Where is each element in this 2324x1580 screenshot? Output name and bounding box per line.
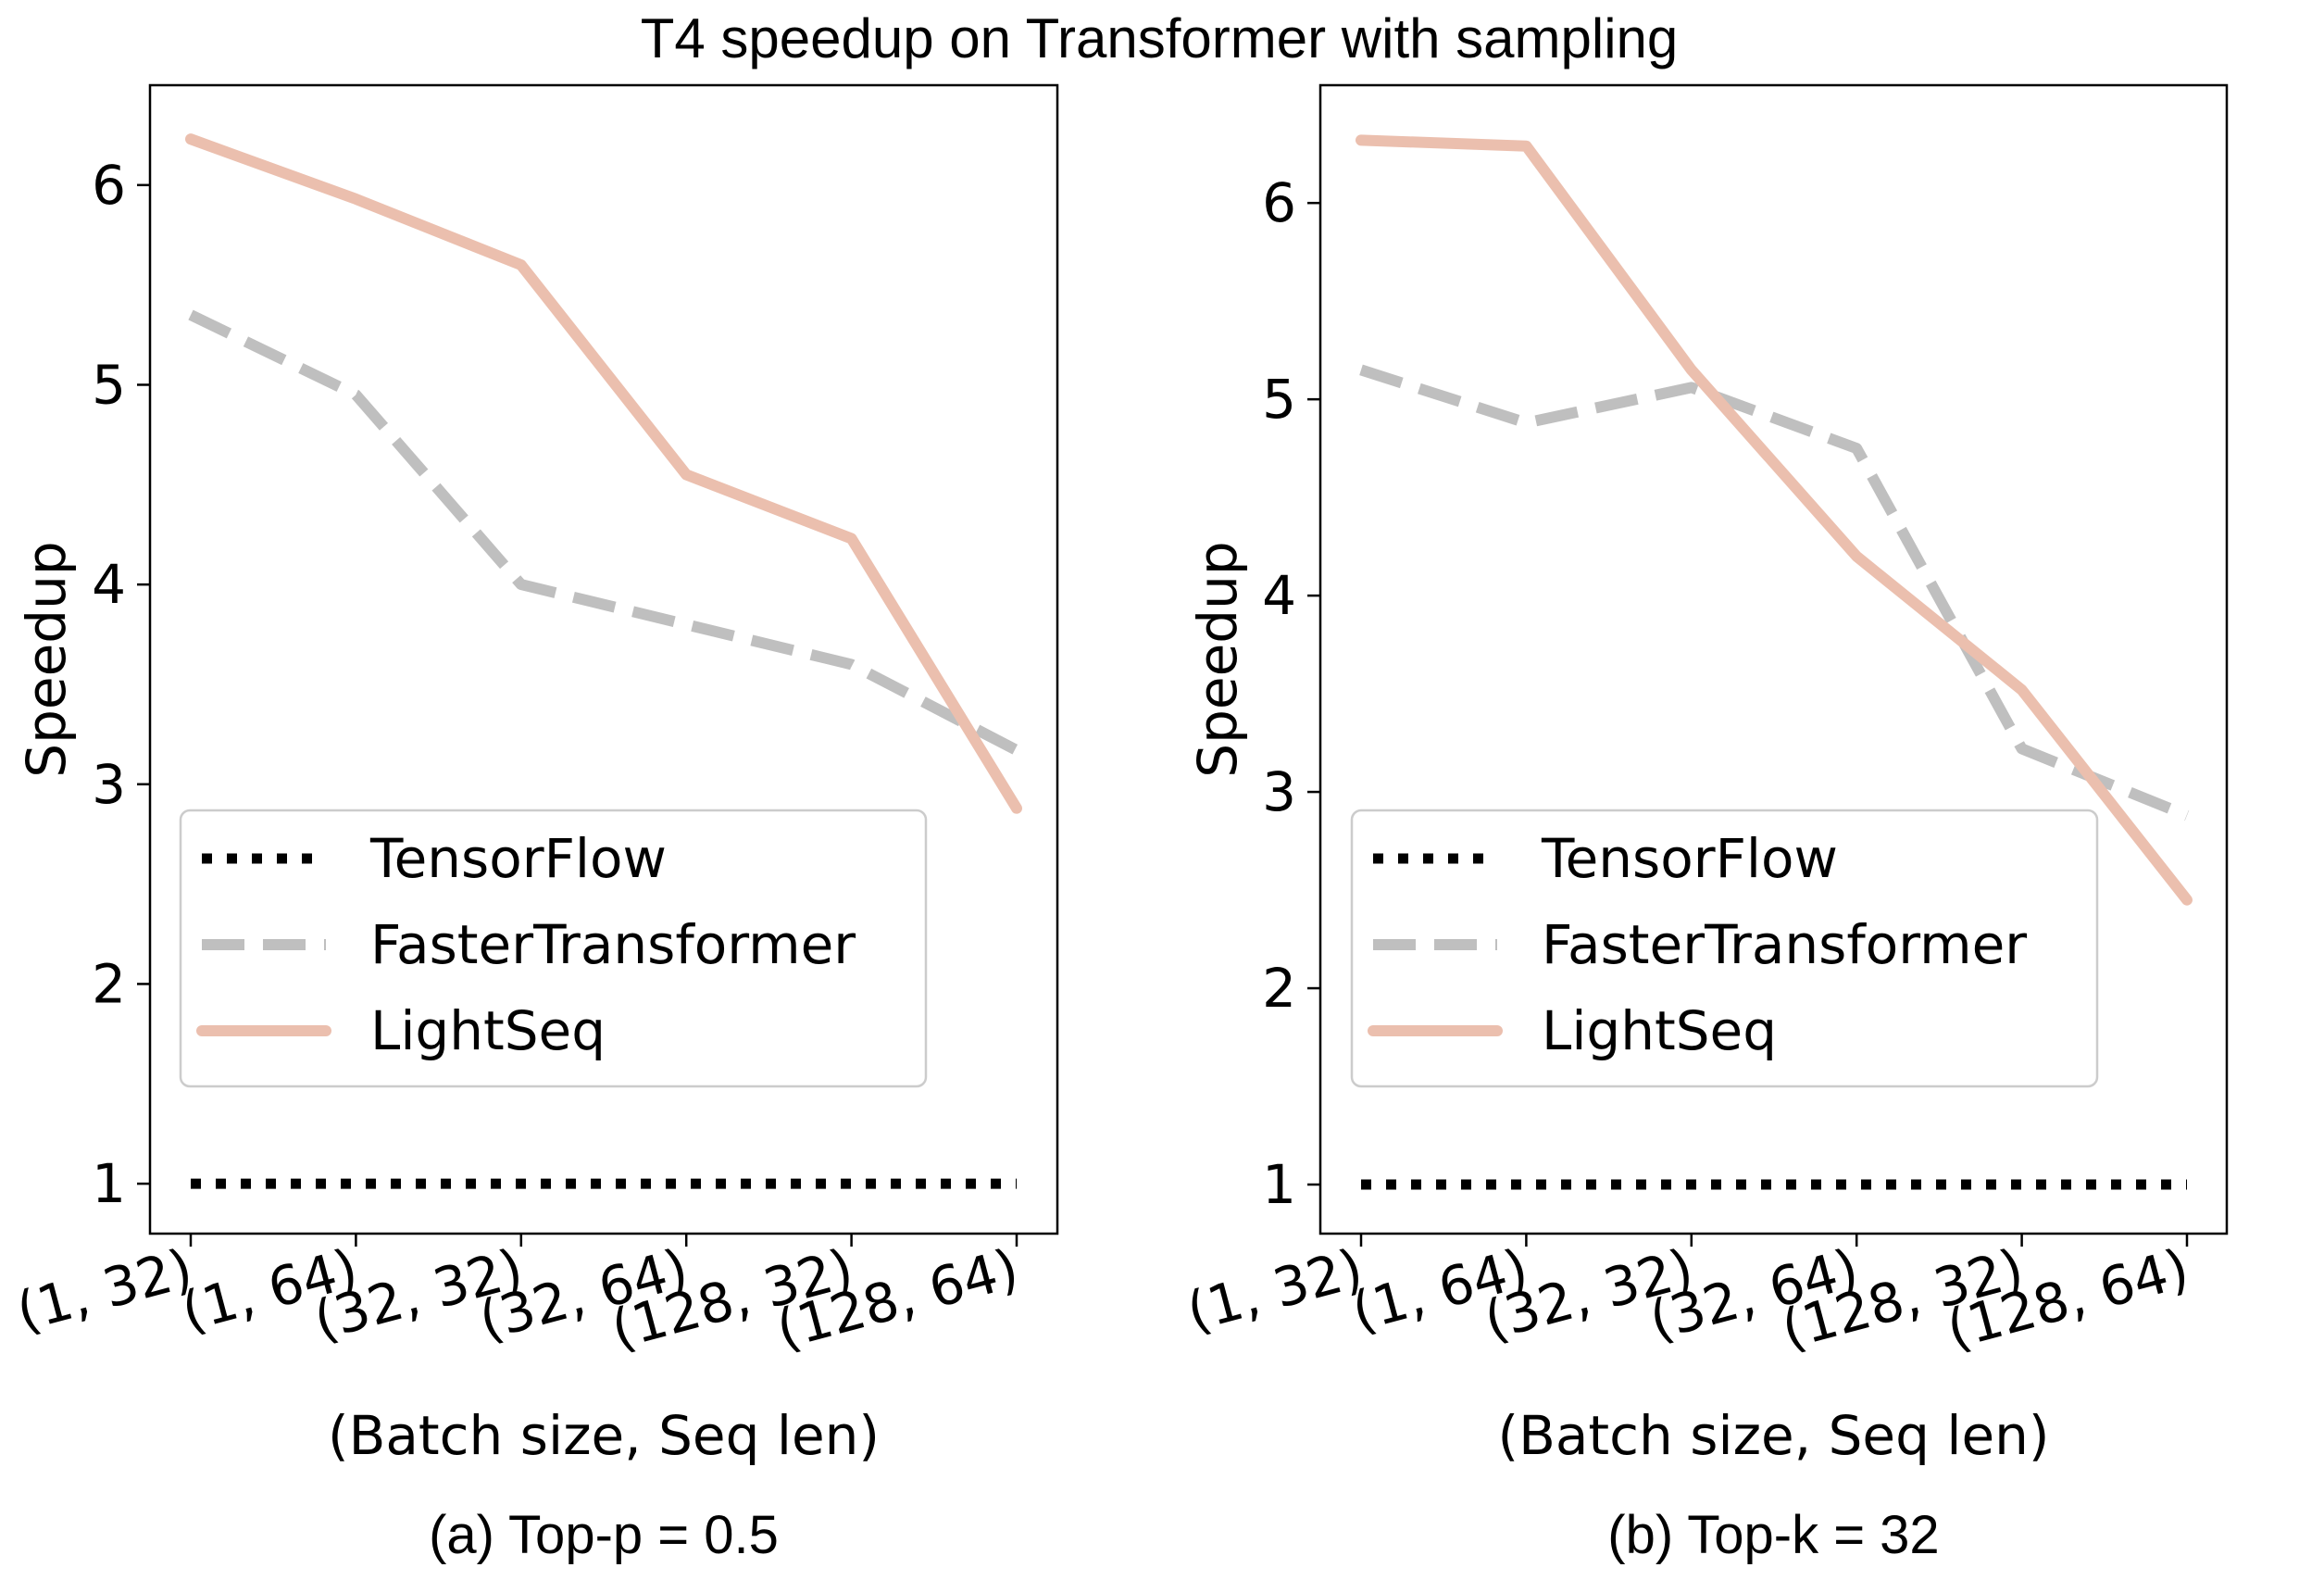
- legend-label-lightseq: LightSeq: [370, 999, 606, 1062]
- series-line-fastertransformer: [188, 309, 1019, 756]
- y-tick-label: 1: [1262, 1153, 1296, 1216]
- y-tick-label: 6: [1262, 171, 1296, 234]
- y-tick-label: 2: [92, 952, 126, 1015]
- y-tick-label: 4: [1262, 564, 1296, 627]
- legend-label-lightseq: LightSeq: [1542, 999, 1777, 1062]
- y-tick-label: 3: [1262, 760, 1296, 823]
- plot-frame: [148, 83, 1059, 1235]
- x-axis-label: (Batch size, Seq len): [1497, 1404, 2049, 1467]
- legend-label-fastertransformer: FasterTransformer: [370, 913, 856, 976]
- figure-title: T4 speedup on Transformer with sampling: [641, 7, 1679, 69]
- y-axis-label: Speedup: [15, 541, 78, 777]
- panel-caption: (a) Top-p = 0.5: [429, 1505, 779, 1565]
- y-axis-label: Speedup: [1186, 541, 1249, 777]
- y-tick-label: 6: [92, 154, 126, 217]
- legend-box: [179, 809, 928, 1088]
- legend-label-fastertransformer: FasterTransformer: [1542, 913, 2027, 976]
- y-tick-label: 5: [1262, 368, 1296, 431]
- y-tick-label: 3: [92, 753, 126, 816]
- legend-box: [1350, 809, 2099, 1088]
- y-tick-label: 2: [1262, 957, 1296, 1020]
- y-tick-label: 4: [92, 553, 126, 616]
- series-line-fastertransformer: [1359, 364, 2190, 821]
- panel-caption: (b) Top-k = 32: [1607, 1505, 1939, 1565]
- legend-label-tensorflow: TensorFlow: [369, 827, 667, 890]
- legend-label-tensorflow: TensorFlow: [1541, 827, 1838, 890]
- x-axis-label: (Batch size, Seq len): [328, 1404, 880, 1467]
- x-tick-label: (1, 32): [1181, 1236, 1369, 1344]
- plot-frame: [1318, 83, 2229, 1235]
- series-line-lightseq: [1356, 134, 2193, 906]
- series-line-lightseq: [185, 133, 1022, 814]
- y-tick-label: 5: [92, 353, 126, 416]
- y-tick-label: 1: [92, 1152, 126, 1215]
- x-tick-label: (1, 32): [10, 1236, 199, 1344]
